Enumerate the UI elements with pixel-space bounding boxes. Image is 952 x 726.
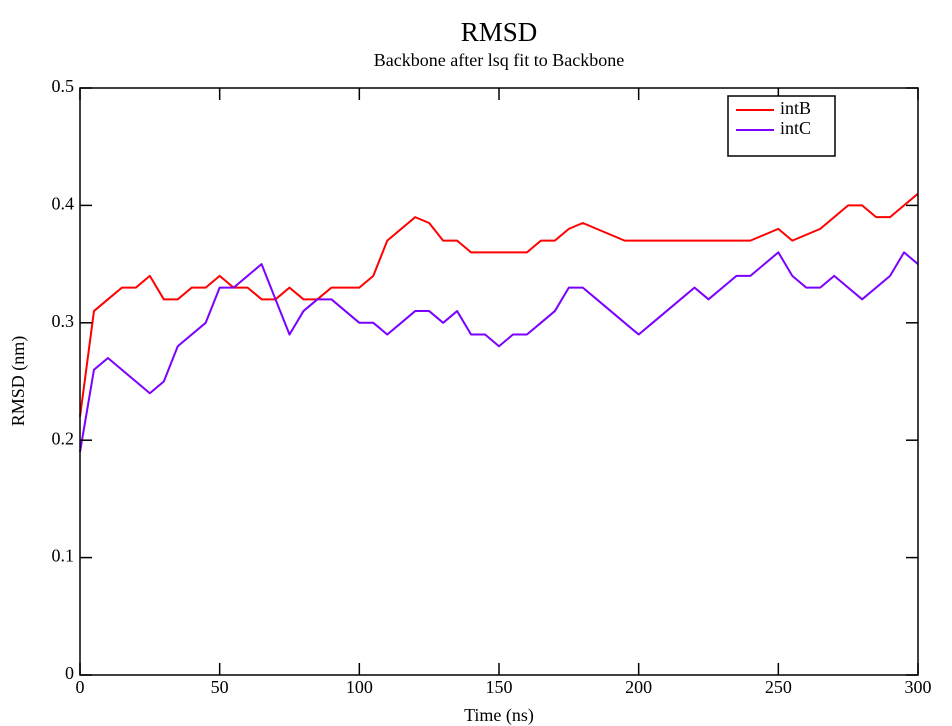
y-tick-label: 0.2	[52, 428, 75, 448]
x-tick-label: 150	[486, 677, 513, 697]
y-tick-label: 0.5	[52, 76, 75, 96]
x-tick-label: 50	[211, 677, 229, 697]
x-tick-label: 200	[625, 677, 652, 697]
x-tick-label: 300	[905, 677, 932, 697]
legend-box	[727, 95, 836, 157]
y-tick-label: 0.4	[52, 194, 75, 214]
chart-subtitle: Backbone after lsq fit to Backbone	[374, 50, 624, 70]
x-tick-label: 250	[765, 677, 792, 697]
plot-frame	[79, 87, 919, 676]
series-line	[79, 192, 919, 417]
x-tick-label: 100	[346, 677, 373, 697]
y-tick-label: 0.1	[52, 546, 75, 566]
chart-title: RMSD	[461, 17, 538, 47]
x-tick-label: 0	[76, 677, 85, 697]
y-tick-label: 0.3	[52, 311, 75, 331]
legend-label: intB	[780, 98, 811, 118]
x-axis-label: Time (ns)	[464, 705, 534, 726]
legend-label: intC	[780, 118, 811, 138]
series-line	[79, 251, 919, 453]
y-axis-label: RMSD (nm)	[8, 336, 29, 427]
y-tick-label: 0	[65, 663, 74, 683]
